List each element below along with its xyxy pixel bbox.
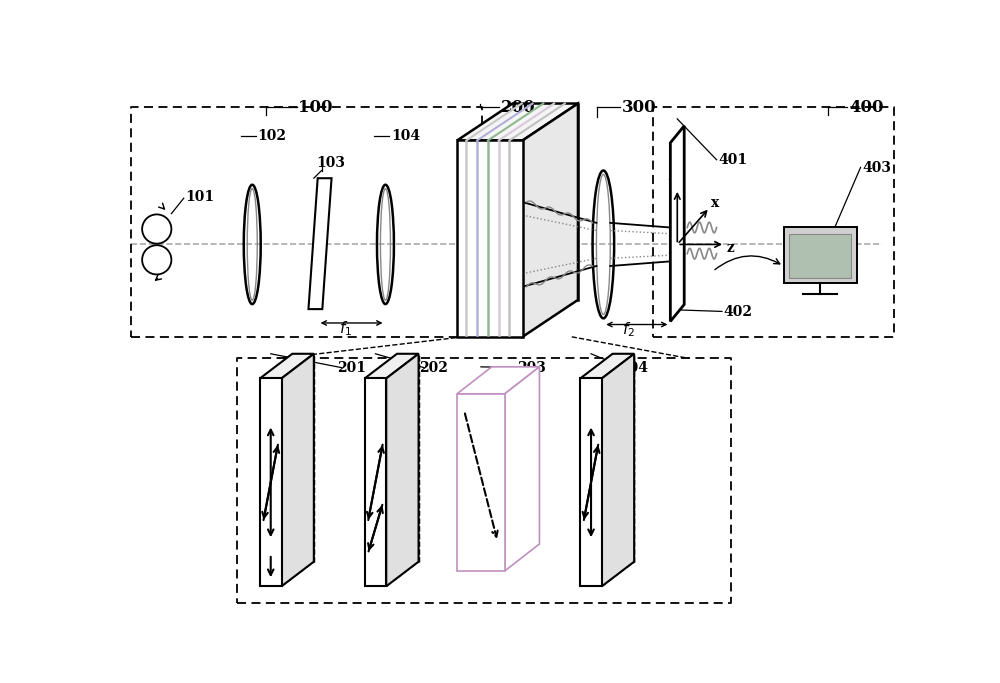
- Text: $f_2$: $f_2$: [622, 320, 635, 339]
- Text: 103: 103: [316, 156, 345, 171]
- Polygon shape: [457, 394, 505, 571]
- Polygon shape: [365, 378, 386, 586]
- Polygon shape: [260, 354, 314, 378]
- Text: 202: 202: [419, 361, 448, 375]
- Text: 204: 204: [620, 361, 649, 375]
- Polygon shape: [282, 354, 314, 586]
- Text: 203: 203: [517, 361, 546, 375]
- Polygon shape: [580, 354, 634, 378]
- Text: 102: 102: [258, 128, 287, 143]
- Text: 401: 401: [718, 154, 747, 167]
- Polygon shape: [260, 378, 282, 586]
- Polygon shape: [365, 354, 419, 378]
- Text: 100: 100: [298, 99, 333, 116]
- Text: z: z: [727, 241, 734, 255]
- Polygon shape: [457, 104, 578, 141]
- Polygon shape: [505, 367, 539, 571]
- Polygon shape: [580, 378, 602, 586]
- Polygon shape: [386, 354, 419, 586]
- Text: 402: 402: [723, 305, 752, 319]
- Polygon shape: [670, 126, 684, 322]
- Text: 200: 200: [501, 99, 536, 116]
- Polygon shape: [308, 178, 332, 309]
- Text: 101: 101: [185, 191, 214, 204]
- Polygon shape: [457, 367, 539, 394]
- Text: $f_1$: $f_1$: [339, 319, 352, 337]
- Polygon shape: [523, 104, 578, 337]
- Text: 201: 201: [337, 361, 366, 375]
- Polygon shape: [512, 104, 578, 300]
- Polygon shape: [457, 141, 523, 337]
- Text: 300: 300: [622, 99, 656, 116]
- Polygon shape: [602, 354, 634, 586]
- Text: 400: 400: [849, 99, 883, 116]
- Text: y: y: [668, 176, 676, 190]
- Text: 104: 104: [391, 128, 420, 143]
- Polygon shape: [492, 367, 539, 544]
- Text: 403: 403: [862, 161, 891, 175]
- Polygon shape: [784, 227, 857, 283]
- Text: x: x: [711, 197, 719, 210]
- FancyArrowPatch shape: [715, 256, 780, 270]
- Polygon shape: [789, 234, 851, 277]
